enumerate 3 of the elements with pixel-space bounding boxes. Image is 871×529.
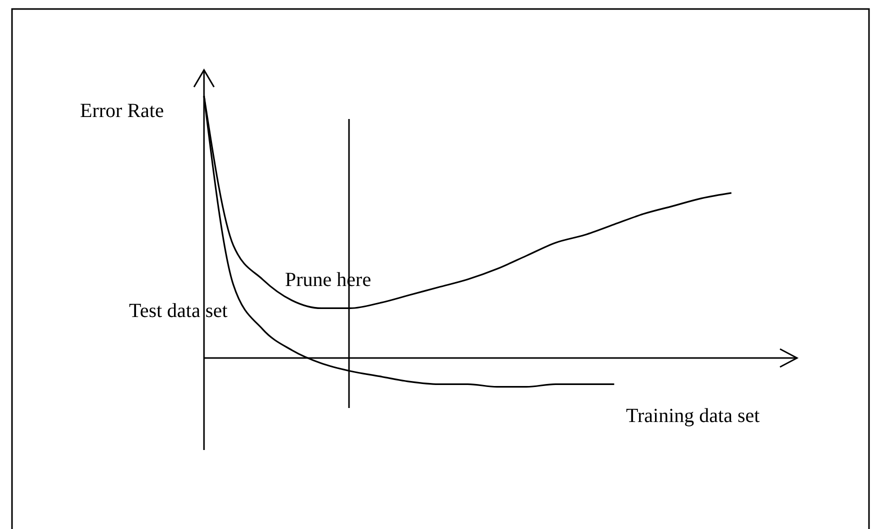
y-axis-title: Error Rate <box>80 100 164 122</box>
annotation: Test data set <box>129 300 228 322</box>
x-axis-title: Training data set <box>626 405 760 427</box>
